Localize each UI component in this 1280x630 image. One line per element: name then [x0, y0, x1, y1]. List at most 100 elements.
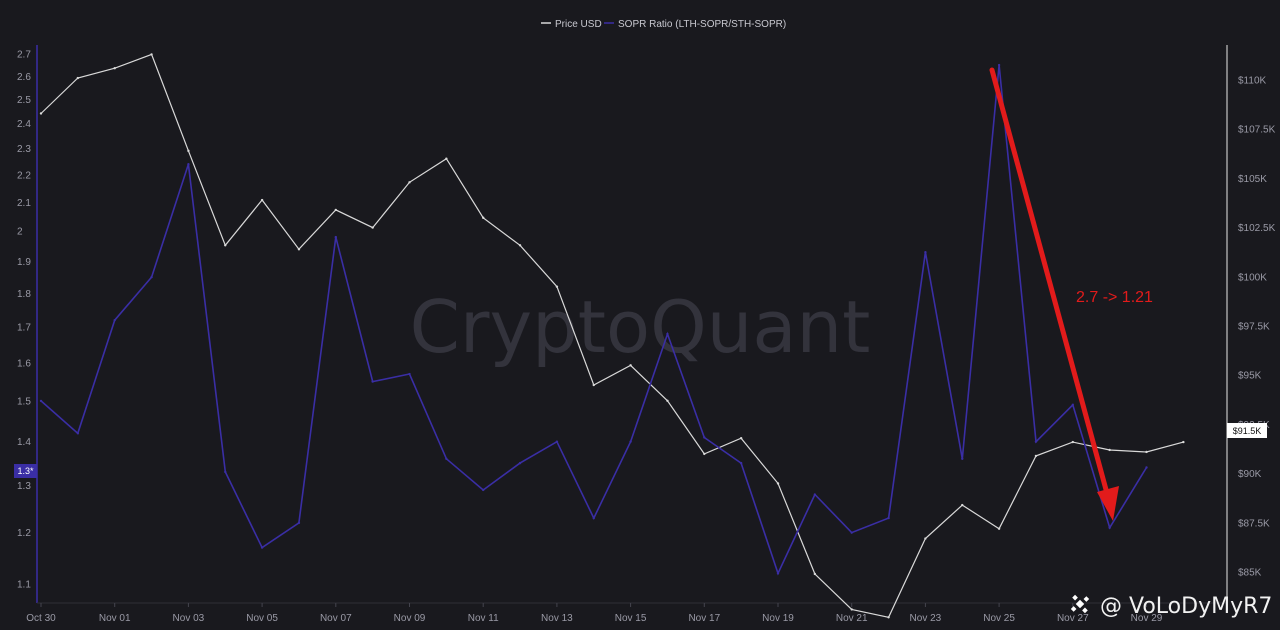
sopr-ratio-point	[39, 399, 43, 403]
price-usd-point	[1034, 454, 1038, 458]
price-usd-point	[813, 572, 817, 576]
sopr-ratio-point	[113, 318, 116, 322]
price-usd-point	[776, 482, 780, 485]
left-axis-tick-label: 1.6	[17, 358, 31, 369]
price-usd-point	[334, 208, 337, 212]
sopr-ratio-point	[482, 488, 485, 492]
legend-price-label[interactable]: Price USD	[555, 19, 602, 30]
sopr-ratio-point	[592, 516, 595, 520]
left-axis-tick-label: 2.1	[17, 198, 31, 209]
price-usd-point	[1071, 440, 1075, 444]
right-axis-tick-label: $105K	[1238, 174, 1267, 185]
x-axis-tick-label: Nov 07	[320, 613, 352, 624]
sopr-ratio-point	[850, 531, 853, 534]
left-axis-tick-label: 2.5	[17, 95, 31, 106]
left-axis-tick-label: 1.7	[17, 323, 31, 334]
sopr-ratio-point	[518, 461, 522, 465]
left-axis-tick-label: 1.9	[17, 257, 31, 268]
left-current-badge: 1.3*	[14, 464, 37, 478]
price-usd-point	[629, 364, 632, 367]
left-current-badge-box	[14, 464, 37, 478]
price-usd-point	[224, 244, 227, 247]
right-axis-tick-label: $110K	[1238, 76, 1267, 87]
price-usd-point	[666, 399, 669, 402]
annotation-arrow-shaft	[989, 67, 1111, 500]
sopr-ratio-point	[813, 493, 817, 496]
left-axis-tick-label: 2.2	[17, 170, 31, 181]
left-axis-tick-label: 1.4	[17, 437, 31, 448]
price-usd-point	[408, 181, 411, 184]
left-axis-tick-label: 1.1	[17, 580, 31, 591]
sopr-ratio-point	[150, 275, 153, 279]
sopr-ratio-points	[39, 63, 1148, 575]
sopr-ratio-point	[703, 436, 706, 439]
sopr-ratio-point	[1108, 526, 1111, 529]
x-axis-tick-label: Nov 13	[541, 613, 573, 624]
price-usd-points	[39, 53, 1185, 619]
right-axis-tick-label: $90K	[1238, 469, 1262, 480]
sopr-ratio-point	[555, 440, 559, 443]
legend-sopr-label[interactable]: SOPR Ratio (LTH-SOPR/STH-SOPR)	[618, 19, 786, 30]
x-axis-tick-label: Nov 27	[1057, 613, 1089, 624]
right-axis-tick-label: $100K	[1238, 272, 1267, 283]
x-axis-tick-label: Nov 05	[246, 613, 278, 624]
sopr-ratio-point	[739, 461, 743, 465]
price-usd-point	[260, 198, 264, 202]
x-axis-tick-label: Oct 30	[26, 613, 56, 624]
sopr-ratio-point	[371, 380, 374, 383]
credit-badge: @ VoLoDyMyR7	[1070, 594, 1272, 619]
right-current-badge-box	[1227, 423, 1267, 438]
left-axis-tick-label: 2	[17, 227, 23, 238]
watermark-text: CryptoQuant	[410, 285, 871, 369]
right-axis-tick-label: $97.5K	[1238, 322, 1270, 333]
price-usd-point	[371, 226, 374, 229]
right-axis-tick-label: $85K	[1238, 568, 1262, 579]
sopr-ratio-point	[629, 440, 632, 443]
price-usd-line	[40, 53, 1184, 618]
price-usd-point	[924, 537, 927, 540]
price-usd-point	[850, 608, 853, 611]
sopr-ratio-point	[666, 332, 669, 336]
sopr-ratio-point	[961, 457, 964, 460]
sopr-ratio-point	[408, 372, 411, 376]
sopr-ratio-point	[1034, 440, 1038, 443]
left-axis-tick-label: 1.2	[17, 528, 31, 539]
x-axis-tick-label: Nov 11	[468, 613, 499, 624]
x-axis-tick-label: Nov 17	[688, 613, 720, 624]
price-usd-point	[739, 436, 743, 440]
right-current-badge: $91.5K	[1227, 423, 1267, 438]
red-annotation-arrow	[989, 67, 1119, 521]
x-axis-tick-label: Nov 15	[615, 613, 647, 624]
sopr-ratio-point	[445, 457, 448, 460]
left-axis-tick-label: 2.3	[17, 144, 31, 155]
price-usd-point	[113, 66, 116, 70]
price-usd-point	[997, 527, 1001, 530]
price-usd-point	[1145, 450, 1148, 454]
sopr-ratio-point	[1145, 466, 1148, 469]
x-axis-tick-label: Nov 29	[1131, 613, 1163, 624]
price-usd-point	[445, 157, 448, 160]
right-axis-tick-label: $87.5K	[1238, 518, 1270, 529]
x-axis-tick-label: Nov 19	[762, 613, 794, 624]
sopr-ratio-point	[1071, 403, 1075, 407]
price-usd-point	[76, 76, 80, 80]
left-axis-tick-label: 1.3	[17, 481, 31, 492]
left-axis-tick-label: 1.5	[17, 396, 31, 407]
price-usd-point	[703, 452, 706, 456]
price-usd-point	[518, 244, 522, 247]
x-axis-tick-label: Nov 23	[910, 613, 942, 624]
sopr-ratio-point	[76, 432, 80, 435]
price-usd-point	[555, 285, 559, 288]
right-axis-tick-label: $102.5K	[1238, 223, 1276, 234]
annotation-arrow-head	[1097, 486, 1119, 521]
right-axis-tick-label: $95K	[1238, 371, 1262, 382]
x-axis-ticks: Oct 30 Nov 01 Nov 03 Nov 05 Nov 07 Nov 09 Nov …	[26, 603, 1163, 624]
price-usd-point	[482, 216, 485, 219]
x-axis-tick-label: Nov 21	[836, 613, 868, 624]
annotation-text: 2.7 -> 1.21	[1076, 289, 1153, 306]
x-axis-tick-label: Nov 09	[394, 613, 426, 624]
price-usd-point	[592, 383, 595, 387]
left-axis-tick-label: 1.8	[17, 289, 31, 300]
sopr-ratio-point	[297, 521, 301, 525]
